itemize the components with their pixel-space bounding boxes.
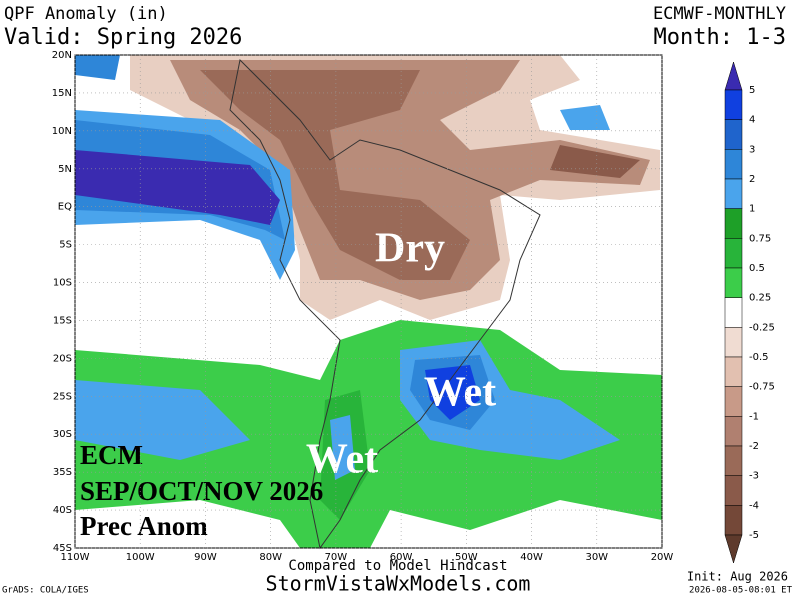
colorbar-label: -0.5 — [749, 352, 769, 363]
title: QPF Anomaly (in) — [4, 4, 168, 24]
lon-label: 40W — [520, 552, 543, 563]
lon-label: 90W — [194, 552, 217, 563]
lat-label: 15S — [53, 315, 72, 326]
colorbar-block — [724, 505, 743, 536]
colorbar-label: 0.5 — [749, 263, 765, 274]
colorbar-block — [724, 416, 743, 447]
colorbar-block — [724, 178, 743, 209]
colorbar-label: -5 — [749, 530, 759, 541]
colorbar-label: -0.75 — [749, 382, 775, 393]
annotation-dry: Dry — [375, 226, 445, 272]
colorbar-block — [724, 149, 743, 180]
lat-label: 5N — [58, 164, 72, 175]
colorbar-label: 4 — [749, 115, 755, 126]
colorbar-block — [724, 208, 743, 239]
colorbar-label: 2 — [749, 174, 755, 185]
annotation-season: SEP/OCT/NOV 2026 — [80, 476, 323, 506]
colorbar-label: -0.25 — [749, 322, 775, 333]
annotation-model: ECM — [80, 440, 143, 470]
lat-label: 40S — [53, 505, 72, 516]
lon-label: 110W — [61, 552, 90, 563]
init: Init: Aug 2026 — [687, 570, 788, 584]
colorbar-block — [724, 445, 743, 476]
colorbar-label: 5 — [749, 85, 755, 96]
colorbar-block — [724, 475, 743, 506]
lat-label: 35S — [53, 467, 72, 478]
lat-label: 5S — [59, 240, 72, 251]
model: ECMWF-MONTHLY — [653, 4, 786, 24]
colorbar-label: 1 — [749, 204, 755, 215]
lat-label: 20S — [53, 353, 72, 364]
colorbar-block — [724, 297, 743, 328]
lon-label: 100W — [126, 552, 155, 563]
lon-label: 70W — [325, 552, 348, 563]
site: StormVistaWxModels.com — [266, 572, 531, 596]
colorbar-label: 0.75 — [749, 233, 771, 244]
annotation-wet: Wet — [424, 370, 496, 416]
colorbar-label: 3 — [749, 144, 755, 155]
lat-label: 10N — [52, 126, 72, 137]
colorbar-label: 0.25 — [749, 293, 771, 304]
stamp: 2026-08-05-08:01 ET — [689, 586, 793, 596]
lon-label: 80W — [259, 552, 282, 563]
colorbar-block — [724, 327, 743, 358]
colorbar-block — [724, 386, 743, 417]
lat-label: 45S — [53, 543, 72, 554]
colorbar-triangle — [724, 534, 743, 564]
colorbar-block — [724, 267, 743, 298]
lon-label: 60W — [390, 552, 413, 563]
annotation-wet: Wet — [306, 437, 378, 483]
lon-label: 50W — [455, 552, 478, 563]
colorbar-block — [724, 89, 743, 120]
lat-label: 10S — [53, 278, 72, 289]
colorbar-block — [724, 119, 743, 150]
map — [74, 54, 663, 550]
lon-label: 30W — [585, 552, 608, 563]
grads: GrADS: COLA/IGES — [2, 586, 89, 596]
colorbar: 5 4 3 2 1 0.75 0.5 0.25 -0.25 -0.5 -0.75 -1 -2 -3 -4 -5 — [724, 61, 775, 564]
lat-label: 30S — [53, 429, 72, 440]
lat-label: 25S — [53, 391, 72, 402]
colorbar-label: -1 — [749, 411, 759, 422]
colorbar-label: -3 — [749, 471, 759, 482]
lat-label: 20N — [52, 50, 72, 61]
annotation-field: Prec Anom — [80, 511, 208, 541]
colorbar-block — [724, 238, 743, 269]
hindcast: Compared to Model Hindcast — [288, 558, 507, 574]
valid: Valid: Spring 2026 — [4, 25, 242, 50]
colorbar-triangle — [724, 61, 743, 91]
colorbar-block — [724, 356, 743, 387]
lat-label: EQ — [58, 202, 72, 213]
months: Month: 1-3 — [654, 25, 786, 50]
colorbar-label: -2 — [749, 441, 759, 452]
colorbar-label: -4 — [749, 500, 759, 511]
lat-label: 15N — [52, 88, 72, 99]
lon-label: 20W — [651, 552, 674, 563]
